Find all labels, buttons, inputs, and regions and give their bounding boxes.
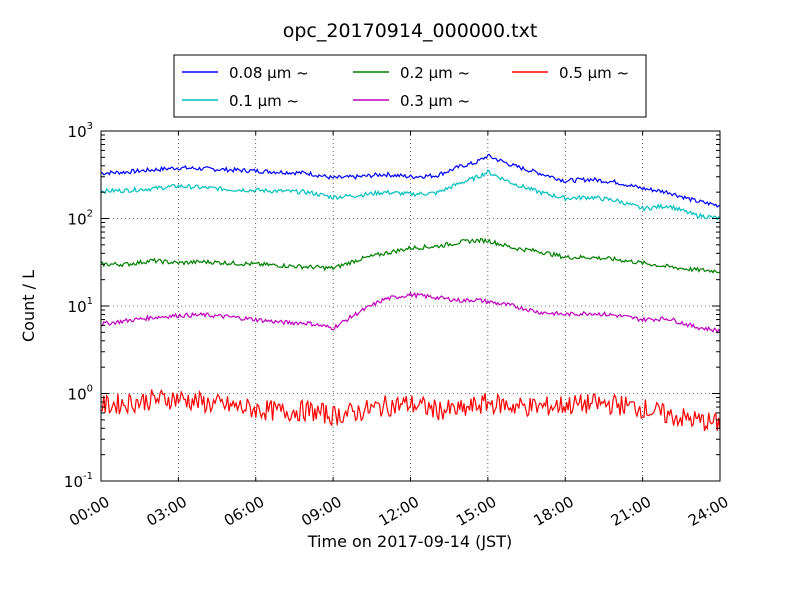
series-line: [100, 389, 721, 432]
x-tick-labels: 00:00 03:00 06:00 09:00 12:00 15:00 18:00 21:00…: [66, 493, 731, 530]
x-tick-label: 18:00: [530, 493, 576, 530]
legend: 0.08 μm ~ 0.1 μm ~ 0.2 μm ~ 0.3 μm ~ 0.5 μm …: [173, 54, 647, 118]
legend-label: 0.3 μm ~: [400, 92, 470, 110]
series-line: [100, 237, 721, 274]
x-tick-label: 00:00: [66, 493, 112, 530]
x-tick-label: 24:00: [685, 493, 731, 530]
y-axis-label: Count / L: [19, 270, 38, 342]
x-tick-label: 12:00: [376, 493, 422, 530]
x-tick-label: 21:00: [608, 493, 654, 530]
y-tick-label: 10-1: [64, 471, 93, 491]
series-line: [100, 153, 721, 208]
x-axis-label: Time on 2017-09-14 (JST): [307, 532, 512, 551]
grid: [101, 131, 720, 481]
x-tick-label: 09:00: [298, 493, 344, 530]
series-line: [100, 291, 721, 334]
legend-label: 0.2 μm ~: [400, 64, 470, 82]
x-tick-label: 03:00: [144, 493, 190, 530]
y-tick-label: 102: [68, 209, 93, 229]
y-tick-label: 100: [68, 384, 93, 404]
legend-label: 0.08 μm ~: [229, 64, 309, 82]
y-tick-label: 101: [68, 296, 93, 316]
chart-title: opc_20170914_000000.txt: [283, 20, 538, 42]
series-line: [100, 168, 721, 221]
legend-label: 0.1 μm ~: [229, 92, 299, 110]
legend-label: 0.5 μm ~: [559, 64, 629, 82]
x-tick-label: 15:00: [453, 493, 499, 530]
y-tick-label: 103: [68, 121, 93, 141]
legend-frame: [173, 54, 647, 118]
x-tick-label: 06:00: [221, 493, 267, 530]
series-lines: [100, 153, 721, 432]
ticks: [100, 130, 721, 482]
y-tick-labels: 10-1 100 101 102 103: [64, 121, 93, 491]
